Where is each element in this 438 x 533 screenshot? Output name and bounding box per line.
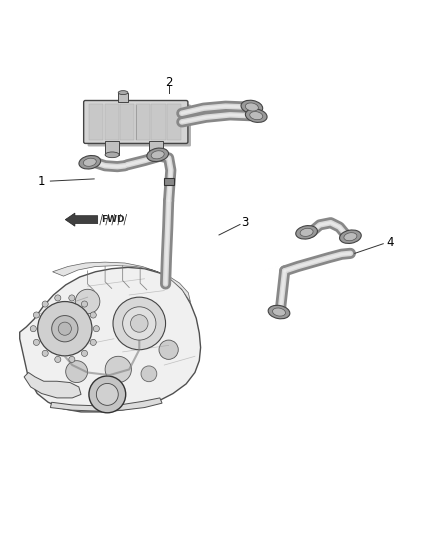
- Circle shape: [141, 366, 157, 382]
- Circle shape: [66, 361, 88, 383]
- Circle shape: [33, 312, 39, 318]
- Polygon shape: [50, 398, 162, 411]
- Bar: [152, 104, 166, 140]
- Circle shape: [55, 357, 61, 362]
- Ellipse shape: [245, 103, 258, 111]
- Circle shape: [81, 301, 88, 307]
- FancyArrow shape: [65, 213, 98, 226]
- Ellipse shape: [268, 305, 290, 319]
- Ellipse shape: [339, 230, 361, 244]
- Ellipse shape: [296, 225, 318, 239]
- Bar: [167, 104, 181, 140]
- Ellipse shape: [105, 152, 119, 158]
- Circle shape: [96, 383, 118, 405]
- Circle shape: [113, 297, 166, 350]
- Circle shape: [42, 350, 48, 357]
- Circle shape: [42, 301, 48, 307]
- Circle shape: [38, 302, 92, 356]
- Text: 2: 2: [165, 76, 173, 89]
- Circle shape: [52, 316, 78, 342]
- FancyBboxPatch shape: [84, 101, 188, 143]
- Circle shape: [75, 289, 100, 314]
- Polygon shape: [53, 262, 191, 302]
- Text: FWD: FWD: [101, 215, 124, 224]
- Ellipse shape: [245, 109, 267, 123]
- Ellipse shape: [344, 233, 357, 241]
- Bar: [164, 177, 174, 185]
- Circle shape: [33, 340, 39, 345]
- Text: 1: 1: [38, 175, 46, 188]
- Bar: [105, 104, 119, 140]
- Circle shape: [90, 340, 96, 345]
- Ellipse shape: [118, 91, 128, 94]
- Text: 3: 3: [242, 216, 249, 229]
- Text: 4: 4: [386, 236, 394, 249]
- Circle shape: [90, 312, 96, 318]
- Circle shape: [93, 326, 99, 332]
- Circle shape: [81, 350, 88, 357]
- Ellipse shape: [272, 308, 286, 316]
- Ellipse shape: [79, 156, 101, 169]
- Ellipse shape: [250, 111, 263, 120]
- Bar: [89, 104, 103, 140]
- Ellipse shape: [241, 100, 263, 114]
- Ellipse shape: [149, 152, 163, 158]
- Bar: [118, 93, 128, 102]
- Bar: [120, 104, 134, 140]
- Circle shape: [58, 322, 71, 335]
- Circle shape: [30, 326, 36, 332]
- Circle shape: [55, 295, 61, 301]
- Polygon shape: [24, 373, 81, 398]
- Bar: [105, 141, 119, 155]
- Polygon shape: [20, 268, 201, 412]
- Ellipse shape: [83, 158, 96, 166]
- Circle shape: [89, 376, 126, 413]
- Circle shape: [159, 340, 178, 359]
- Ellipse shape: [147, 148, 169, 161]
- Ellipse shape: [151, 151, 164, 159]
- Bar: [136, 104, 150, 140]
- Circle shape: [123, 307, 156, 340]
- Circle shape: [105, 356, 131, 383]
- FancyBboxPatch shape: [88, 104, 191, 147]
- Circle shape: [69, 357, 75, 362]
- Ellipse shape: [300, 228, 313, 236]
- Circle shape: [131, 314, 148, 332]
- Bar: [149, 141, 163, 155]
- Circle shape: [69, 295, 75, 301]
